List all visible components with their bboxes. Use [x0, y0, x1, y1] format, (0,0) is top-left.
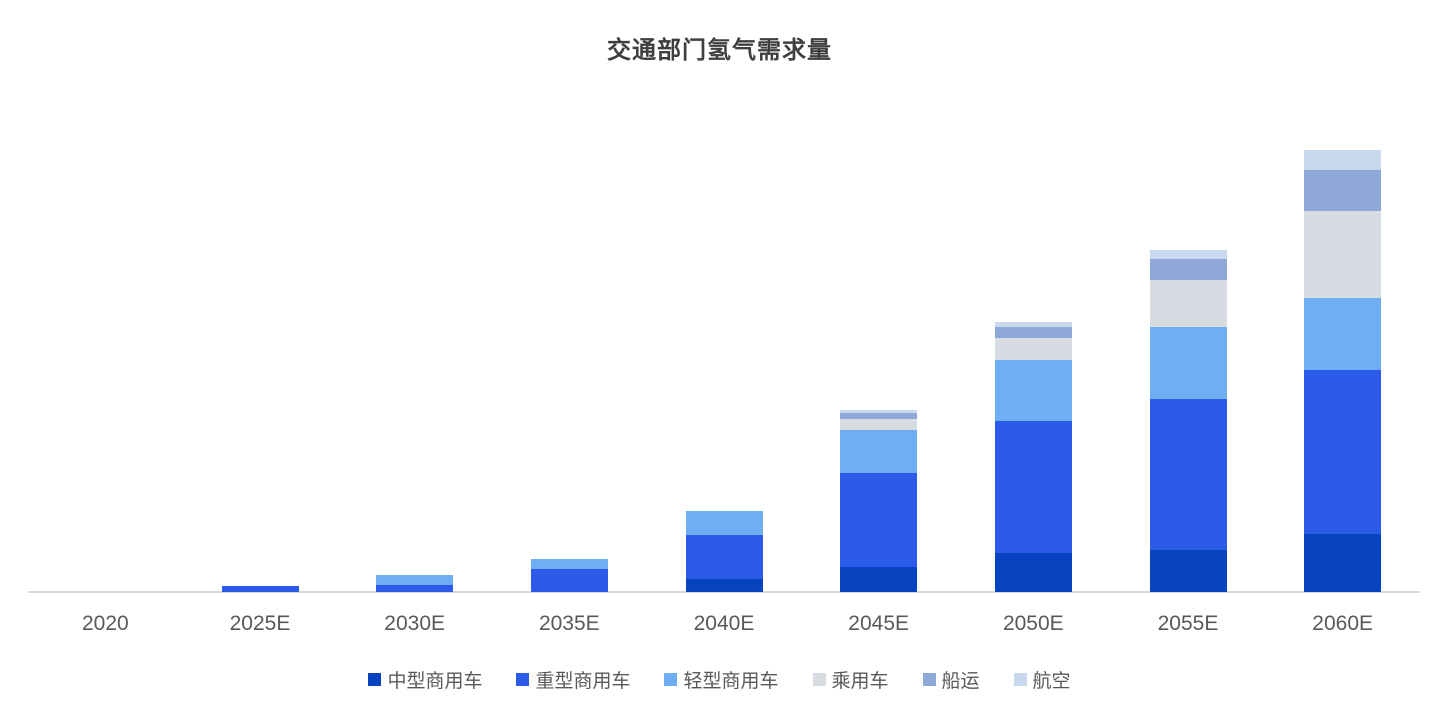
bar-segment [685, 535, 763, 579]
chart-title: 交通部门氢气需求量 [607, 37, 832, 64]
bar-segment [840, 410, 918, 413]
x-axis-tick-label: 2040E [693, 612, 755, 635]
bar-segment [994, 322, 1072, 327]
bar-segment [1149, 399, 1227, 550]
x-axis-tick-label: 2060E [1312, 612, 1374, 635]
legend-label: 船运 [941, 671, 980, 692]
bar-segment [1304, 370, 1382, 534]
bar-segment [376, 585, 454, 592]
bar-segment [994, 338, 1072, 360]
x-axis-line [28, 591, 1420, 593]
bar-segment [530, 559, 608, 569]
legend: 中型商用车 重型商用车 轻型商用车 乘用车 船运 航空 [0, 666, 1439, 693]
bar-segment [994, 360, 1072, 421]
bar-segment [840, 413, 918, 419]
bar-segment [1304, 534, 1382, 592]
bar-segment [1304, 150, 1382, 170]
bar-segment [840, 430, 918, 473]
legend-swatch-icon [922, 673, 936, 686]
legend-swatch-icon [368, 673, 382, 686]
bar-segment [840, 567, 918, 592]
bar-segment [1149, 280, 1227, 327]
bar-segment [994, 421, 1072, 553]
bar-segment [1149, 259, 1227, 280]
legend-item: 轻型商用车 [664, 666, 779, 693]
legend-swatch-icon [516, 673, 530, 686]
x-axis-tick-label: 2045E [848, 612, 910, 635]
bar-segment [685, 511, 763, 535]
x-axis-tick-label: 2020 [81, 612, 129, 635]
legend-label: 重型商用车 [535, 671, 631, 692]
legend-item: 重型商用车 [516, 666, 630, 693]
x-axis-tick-label: 2025E [229, 612, 291, 635]
legend-item: 船运 [922, 666, 980, 693]
bar-segment [221, 586, 299, 592]
legend-label: 轻型商用车 [683, 671, 779, 692]
bar-segment [840, 419, 918, 430]
bar-segment [994, 553, 1072, 592]
bar-segment [840, 473, 918, 567]
bar-segment [1149, 550, 1227, 592]
bar-segment [685, 579, 763, 592]
bar-segment [530, 569, 608, 592]
legend-item: 航空 [1013, 666, 1071, 693]
x-axis-tick-label: 2055E [1157, 612, 1219, 635]
bar-segment [1149, 250, 1227, 259]
x-axis-tick-label: 2030E [384, 612, 446, 635]
bar-segment [1304, 170, 1382, 211]
bar-segment [994, 327, 1072, 338]
legend-swatch-icon [812, 673, 826, 686]
legend-label: 乘用车 [831, 671, 889, 692]
legend-swatch-icon [1013, 673, 1027, 686]
bar-segment [1304, 211, 1382, 298]
legend-label: 中型商用车 [387, 671, 483, 692]
legend-label: 航空 [1032, 671, 1071, 692]
x-axis-tick-label: 2035E [538, 612, 600, 635]
legend-item: 乘用车 [812, 666, 889, 693]
bar-segment [1149, 327, 1227, 399]
x-axis-tick-label: 2050E [1002, 612, 1064, 635]
legend-swatch-icon [664, 673, 678, 686]
bar-segment [376, 575, 454, 585]
plot-area [28, 100, 1420, 593]
bar-segment [1304, 298, 1382, 370]
legend-item: 中型商用车 [368, 666, 482, 693]
